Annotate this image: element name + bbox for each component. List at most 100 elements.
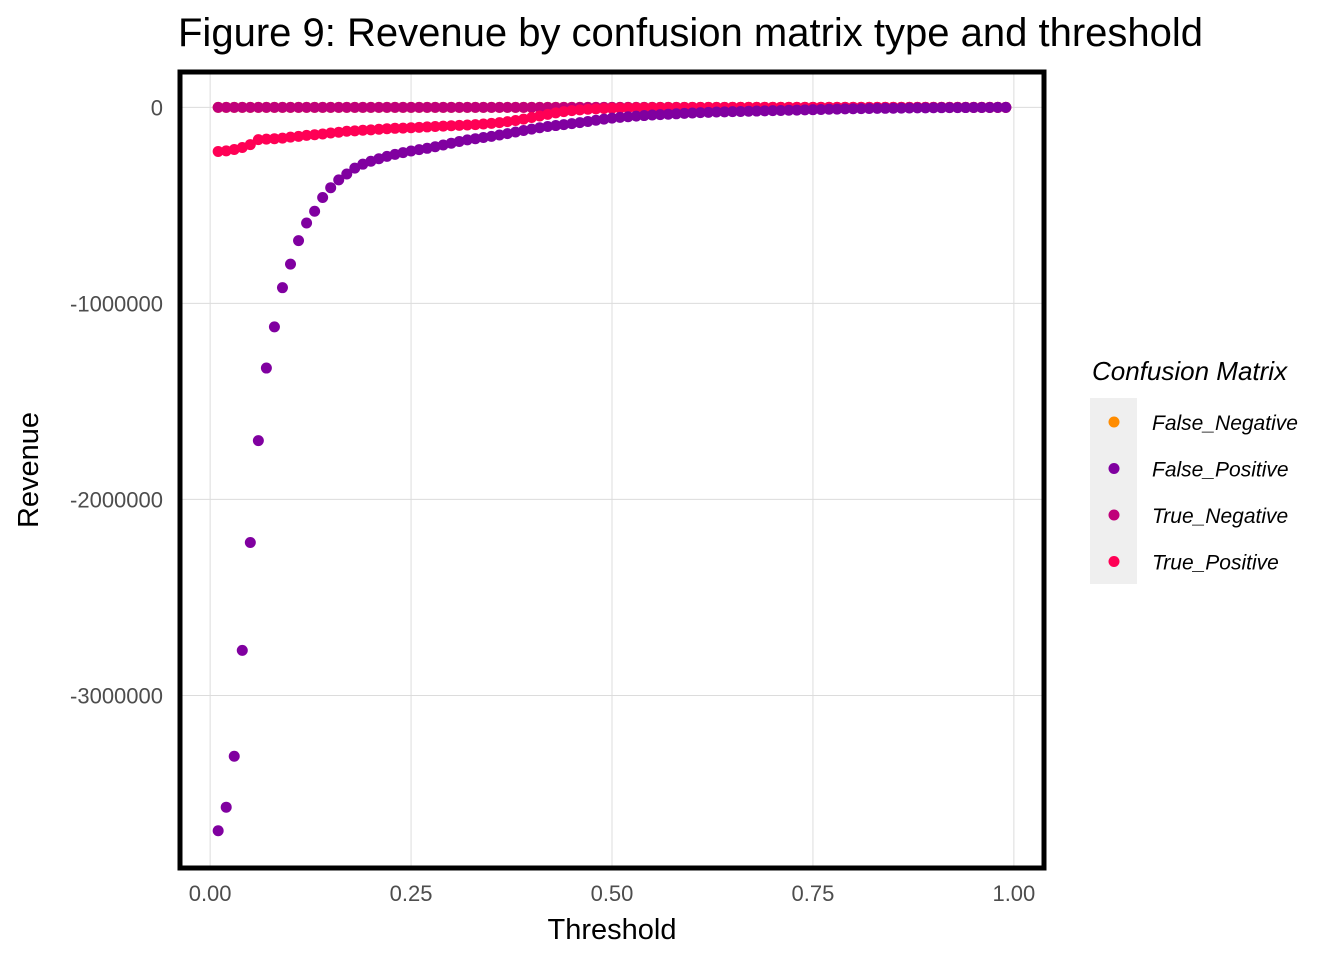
data-point xyxy=(550,120,562,132)
data-point xyxy=(469,133,481,145)
data-point xyxy=(759,105,771,117)
data-point xyxy=(895,102,907,114)
data-point xyxy=(220,101,232,113)
data-point xyxy=(550,107,562,119)
data-point xyxy=(485,117,497,129)
x-tick-label: 0.00 xyxy=(189,881,232,906)
data-point xyxy=(590,103,602,115)
data-point xyxy=(325,101,337,113)
legend-label: True_Positive xyxy=(1152,552,1279,575)
data-point xyxy=(654,109,666,121)
data-point xyxy=(558,119,570,131)
data-point xyxy=(276,282,288,294)
data-point xyxy=(638,110,650,122)
series-False_Positive xyxy=(212,101,1012,837)
data-point xyxy=(558,106,570,118)
data-point xyxy=(477,132,489,144)
data-point xyxy=(341,101,353,113)
data-point xyxy=(630,110,642,122)
data-point xyxy=(574,104,586,116)
legend-key-background xyxy=(1090,398,1137,584)
data-point xyxy=(268,101,280,113)
data-point xyxy=(493,117,505,129)
data-point xyxy=(453,101,465,113)
data-point xyxy=(429,121,441,133)
legend-title: Confusion Matrix xyxy=(1092,356,1288,386)
data-point xyxy=(614,102,626,114)
data-point xyxy=(855,103,867,115)
data-point xyxy=(534,101,546,113)
data-point xyxy=(276,132,288,144)
data-point xyxy=(952,102,964,114)
legend-key-False_Negative xyxy=(1108,416,1120,428)
data-point xyxy=(534,122,546,134)
legend-key-True_Negative xyxy=(1108,509,1120,521)
data-point xyxy=(405,101,417,113)
data-point xyxy=(606,102,618,114)
data-point xyxy=(236,644,248,656)
data-point xyxy=(445,101,457,113)
data-point xyxy=(276,101,288,113)
data-point xyxy=(293,235,305,247)
data-point xyxy=(220,801,232,813)
data-point xyxy=(397,122,409,134)
x-axis-title: Threshold xyxy=(548,914,677,946)
data-point xyxy=(437,120,449,132)
y-tick-label: -3000000 xyxy=(70,683,163,708)
data-point xyxy=(871,102,883,114)
y-tick-label: -1000000 xyxy=(70,291,163,316)
data-point xyxy=(775,104,787,116)
data-point xyxy=(598,103,610,114)
legend-key-True_Positive xyxy=(1108,556,1120,567)
legend-label: False_Positive xyxy=(1152,459,1289,482)
data-point xyxy=(365,101,377,113)
data-point xyxy=(333,101,345,113)
data-point xyxy=(638,102,650,114)
data-point xyxy=(944,102,956,114)
data-point xyxy=(510,101,522,113)
data-point xyxy=(807,104,819,116)
data-point xyxy=(799,104,811,116)
data-point xyxy=(502,101,514,113)
data-point xyxy=(212,101,224,113)
data-point xyxy=(767,105,779,117)
data-point xyxy=(228,750,240,762)
data-point xyxy=(244,101,256,113)
data-point xyxy=(622,102,634,114)
data-point xyxy=(574,117,586,129)
data-point xyxy=(228,101,240,113)
panel-border xyxy=(177,69,1047,871)
data-point xyxy=(727,106,739,118)
data-point xyxy=(421,121,433,133)
data-point xyxy=(317,128,329,140)
data-point xyxy=(670,108,682,120)
data-point xyxy=(791,104,803,116)
data-point xyxy=(333,174,345,186)
data-point xyxy=(839,103,851,115)
data-point xyxy=(710,106,722,118)
data-point xyxy=(831,103,843,115)
legend-label: False_Negative xyxy=(1152,412,1298,435)
data-point xyxy=(252,435,264,447)
data-point xyxy=(445,120,457,132)
data-point xyxy=(381,123,393,135)
data-point xyxy=(301,217,313,229)
data-point xyxy=(301,129,313,141)
data-point xyxy=(373,101,385,113)
data-point xyxy=(646,109,658,121)
data-point xyxy=(260,101,272,113)
data-point xyxy=(461,119,473,131)
gridlines xyxy=(182,74,1042,866)
data-point xyxy=(293,101,305,113)
data-point xyxy=(373,123,385,135)
data-point xyxy=(968,102,980,114)
data-point xyxy=(815,103,827,115)
data-point xyxy=(413,121,425,133)
data-point xyxy=(735,105,747,117)
data-point xyxy=(212,825,224,837)
data-point xyxy=(405,122,417,134)
data-point xyxy=(357,124,369,136)
data-point xyxy=(268,133,280,145)
data-point xyxy=(678,107,690,119)
